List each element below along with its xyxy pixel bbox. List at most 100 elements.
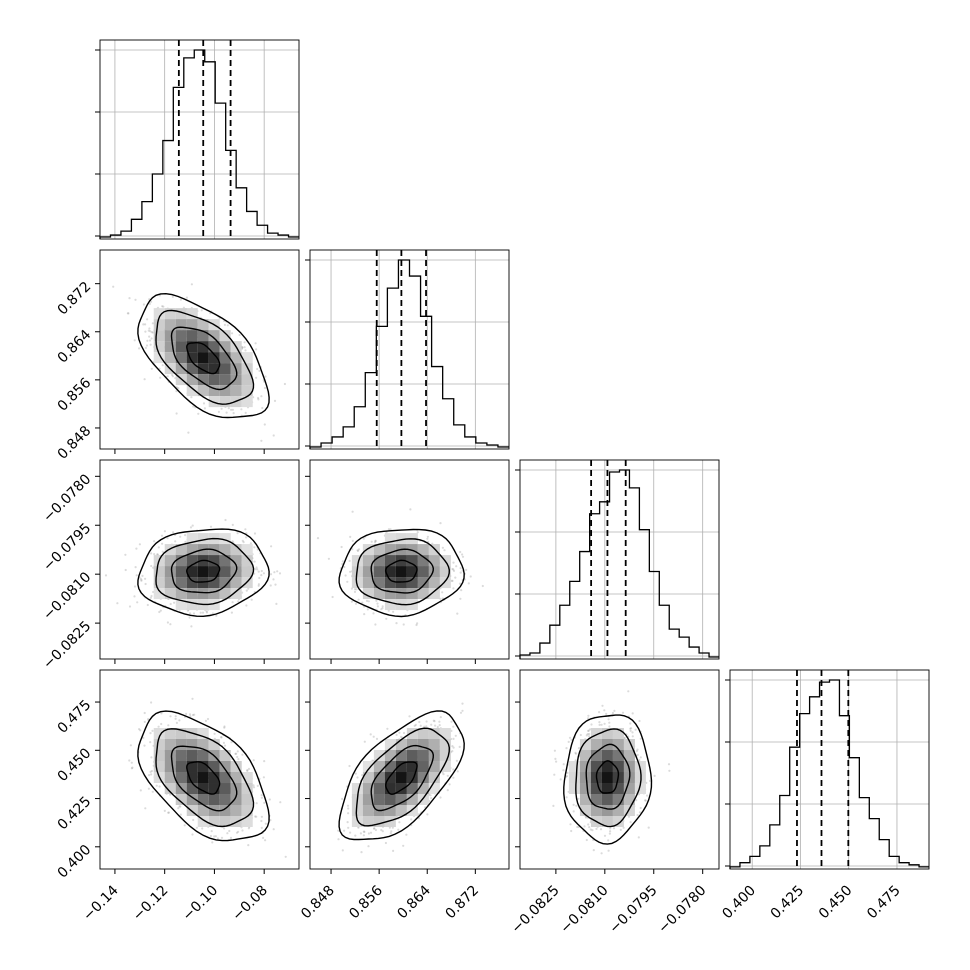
scatter-point [139,729,142,732]
density-cell [406,577,418,589]
density-cell [175,772,187,784]
scatter-point [331,595,334,599]
density-cell [208,783,220,795]
scatter-point [150,756,153,759]
histogram-panel-3 [725,669,930,870]
scatter-point [386,727,389,730]
panel-frame [99,249,300,450]
density-cell [186,319,198,331]
scatter-point [246,769,249,773]
density-cell [417,544,429,556]
density-cell [373,544,385,556]
scatter-point [405,833,408,836]
scatter-panel-2-3 [515,669,720,874]
density-cell [164,308,176,320]
density-cell [395,794,407,806]
scatter-point [160,722,163,726]
density-cell [164,750,176,762]
scatter-point [144,807,147,810]
scatter-point [147,718,150,721]
scatter-point [459,597,462,600]
contour-line [355,538,451,606]
density-cell [153,352,165,364]
density-cell [219,772,231,784]
density-cell [417,750,429,762]
density-cell [384,772,396,784]
density-cell [428,739,440,751]
density-cell [406,588,418,600]
scatter-point [191,697,194,700]
scatter-point [227,407,230,410]
density-cell [208,566,220,578]
density-cell [219,374,231,386]
scatter-point [144,346,147,349]
scatter-point [374,539,377,542]
scatter-point [215,614,218,617]
scatter-point [261,406,264,410]
scatter-point [349,570,352,573]
contour-line [338,710,465,841]
density-cell [384,739,396,751]
density-cell [186,783,198,795]
density-cell [219,385,231,397]
scatter-point [349,535,352,539]
scatter-point [430,797,433,800]
scatter-point [456,770,459,773]
density-cell [219,588,231,600]
density-cell [153,577,165,589]
scatter-point [192,612,196,615]
scatter-point [351,548,354,551]
density-cell [153,750,165,762]
scatter-point [260,796,263,799]
density-cell [351,805,363,817]
density-cell [351,577,363,589]
scatter-point [375,599,378,602]
density-cell [241,794,253,806]
density-cell [395,588,407,600]
density-cell [373,555,385,567]
scatter-point [452,776,455,779]
density-cell [406,794,418,806]
density-cell [384,588,396,600]
density-cell [439,750,451,762]
scatter-point [260,395,263,398]
scatter-point [459,711,463,714]
scatter-point [223,725,226,728]
scatter-point [356,549,360,553]
scatter-point [223,726,226,729]
scatter-point [426,537,429,540]
scatter-point [148,774,151,777]
scatter-point [150,773,153,776]
density-cell [164,330,176,342]
scatter-point [255,802,258,805]
density-cell [175,308,187,320]
density-cell [219,544,231,556]
density-cell [373,772,385,784]
scatter-point [166,537,169,540]
density-cell [417,783,429,795]
scatter-panel-0-3 [95,669,300,874]
density-cell [384,794,396,806]
scatter-point [413,724,416,727]
scatter-point [456,612,459,615]
scatter-point [104,574,108,577]
scatter-point [241,753,244,756]
scatter-point [190,625,193,628]
contour-line [385,559,418,583]
density-cell [439,739,451,751]
contour-line [170,326,238,391]
scatter-point [260,569,263,573]
scatter-point [189,715,192,718]
scatter-point [151,790,154,793]
scatter-point [145,344,149,347]
density-cell [417,739,429,751]
scatter-point [272,434,275,437]
density-cell [197,739,209,751]
scatter-point [367,600,370,603]
scatter-point [143,744,146,747]
histogram-step-line [729,679,929,869]
density-cell [153,739,165,751]
scatter-panel-1-2 [305,459,510,664]
scatter-point [430,723,433,726]
density-cell [428,577,440,589]
